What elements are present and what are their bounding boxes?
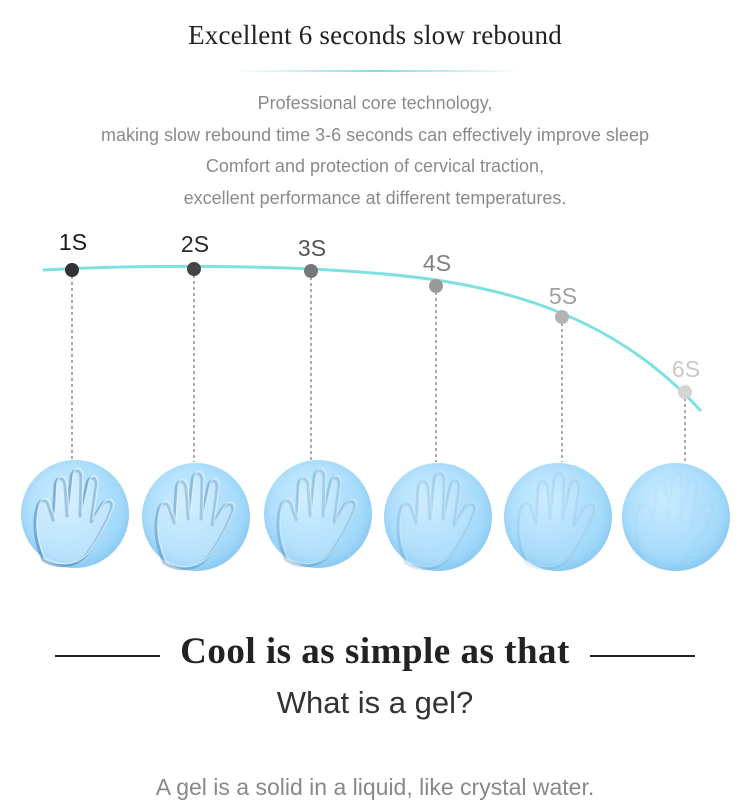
hand-imprint-icon [396, 470, 478, 571]
timeline-dot [65, 263, 79, 277]
section-subheading: What is a gel? [276, 685, 474, 720]
timeline-dot [187, 262, 201, 276]
gel-circle [142, 463, 250, 571]
timeline-dot [304, 264, 318, 278]
gel-circle [622, 463, 730, 571]
heading-rule-right [590, 655, 695, 657]
timeline-label: 1S [59, 229, 87, 255]
description-line: excellent performance at different tempe… [183, 187, 567, 208]
description-line: making slow rebound time 3-6 seconds can… [101, 124, 649, 145]
timeline-label: 3S [298, 235, 326, 261]
rebound-curve [42, 264, 702, 412]
rebound-timeline: 1S 2S 3S 4S 5S 6S [42, 229, 702, 462]
gel-circle [21, 460, 129, 568]
title-underline [235, 70, 520, 72]
description-line: Professional core technology, [257, 93, 493, 113]
page-title: Excellent 6 seconds slow rebound [188, 20, 562, 50]
timeline-label: 2S [181, 231, 209, 257]
timeline-dot [429, 279, 443, 293]
description-line: Comfort and protection of cervical tract… [205, 156, 545, 176]
gel-circle [384, 463, 492, 571]
timeline-dot [678, 385, 692, 399]
timeline-label: 5S [549, 283, 577, 309]
timeline-label: 4S [423, 250, 451, 276]
hand-imprint-icon [637, 470, 716, 568]
hand-imprint-icon [516, 470, 598, 571]
hand-imprint-icon [154, 470, 236, 571]
heading-rule-left [55, 655, 160, 657]
hand-imprint-icon [33, 467, 115, 568]
hand-imprint-icon [276, 467, 358, 568]
gel-circle [504, 463, 612, 571]
section-body: A gel is a solid in a liquid, like cryst… [155, 774, 595, 800]
gel-circle [264, 460, 372, 568]
timeline-label: 6S [672, 356, 700, 382]
timeline-dot [555, 310, 569, 324]
description-block: Professional core technology, making slo… [0, 88, 750, 214]
section-heading: Cool is as simple as that [180, 631, 570, 672]
